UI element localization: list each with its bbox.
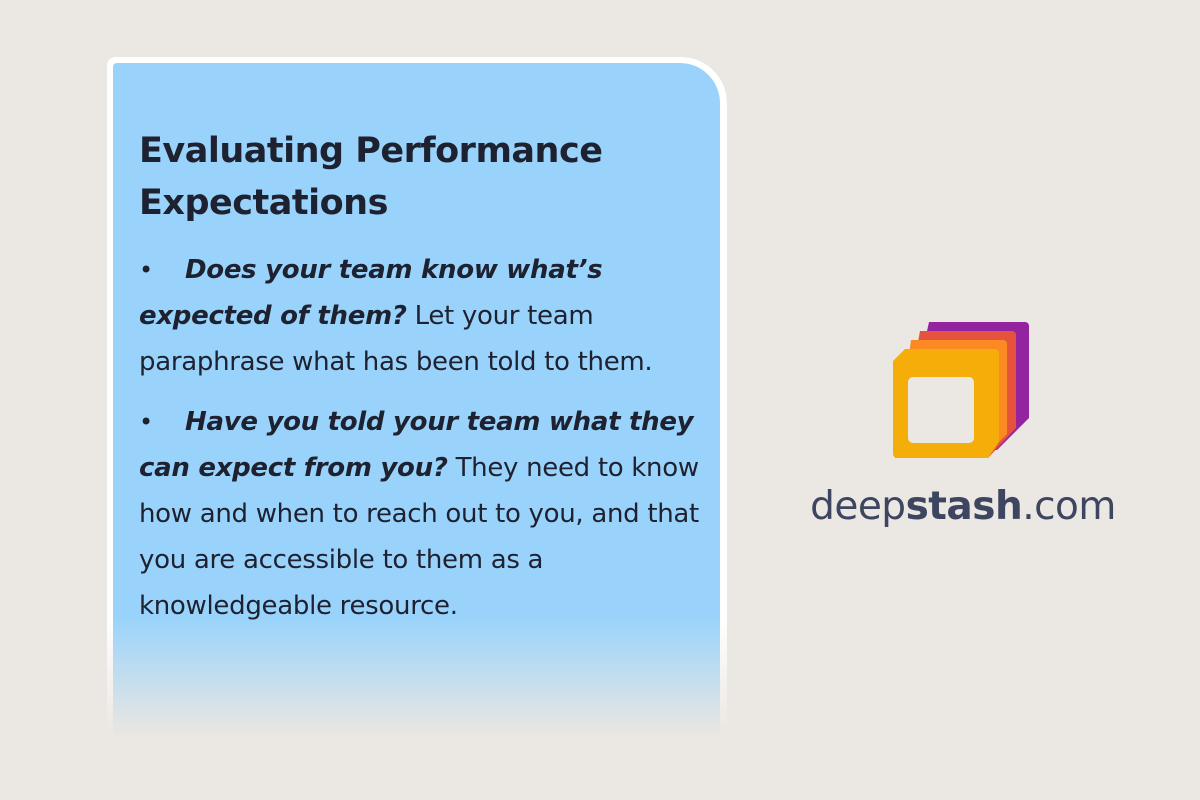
list-item: • Have you told your team what they can e… <box>139 399 704 629</box>
card-title: Evaluating Performance Expectations <box>139 131 603 223</box>
bullet-icon: • <box>139 256 153 284</box>
card-body: Evaluating Performance Expectations • Doe… <box>113 63 720 757</box>
deepstash-logo-icon <box>893 322 1029 458</box>
brand: deepstash.com <box>800 322 1126 529</box>
bullet-text: Let your team paraphrase what has been t… <box>139 301 653 377</box>
list-item: • Does your team know what’s expected of … <box>139 247 704 385</box>
brand-name: deepstash.com <box>810 484 1116 529</box>
bullet-list: • Does your team know what’s expected of … <box>139 247 704 629</box>
bullet-question: Have you told your team what they can ex… <box>139 407 694 483</box>
bullet-text: They need to know how and when to reach … <box>139 453 699 621</box>
bullet-icon: • <box>139 408 153 436</box>
bullet-question: Does your team know what’s expected of t… <box>139 255 603 331</box>
idea-card: Evaluating Performance Expectations • Doe… <box>107 57 727 757</box>
